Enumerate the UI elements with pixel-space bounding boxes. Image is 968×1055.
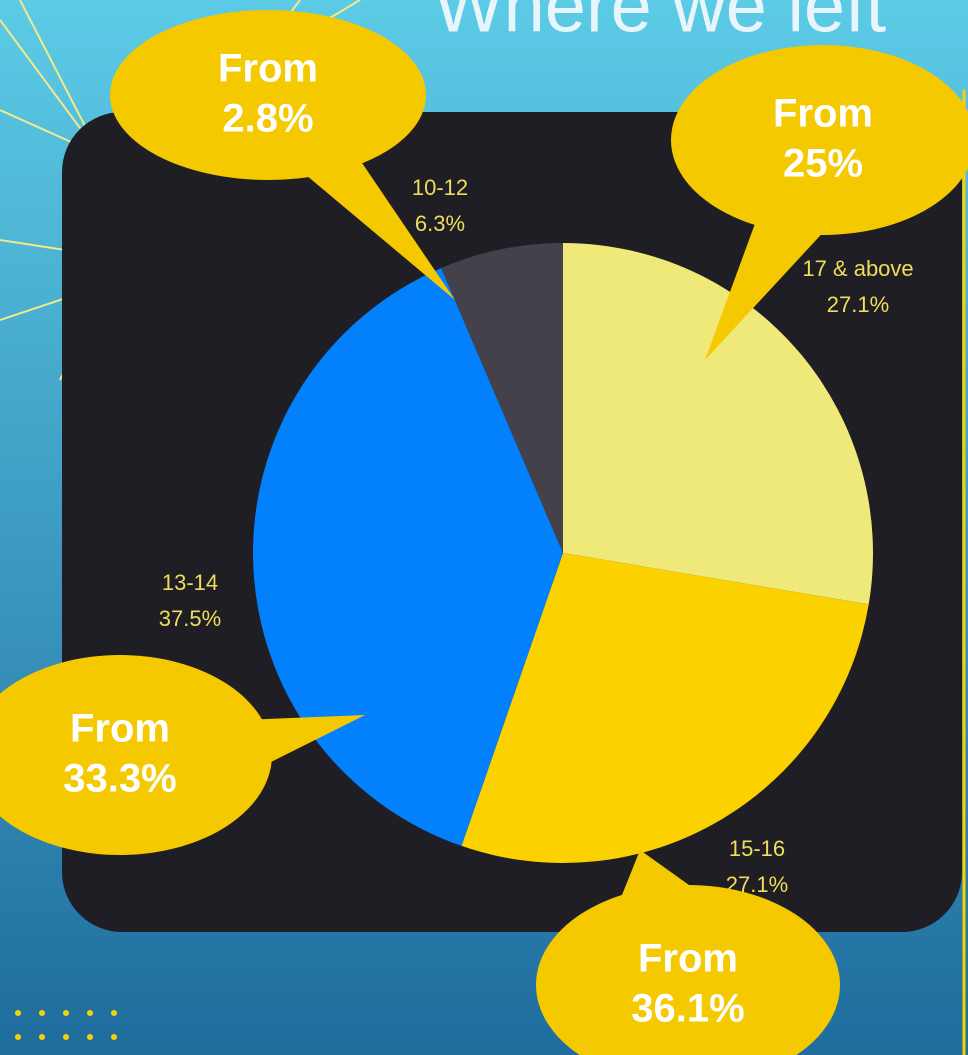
callout-text: 2.8% — [222, 97, 313, 141]
callout — [671, 45, 968, 235]
value-label: 27.1% — [827, 292, 889, 317]
callout-text: 25% — [783, 142, 863, 186]
callout — [110, 10, 426, 180]
slice-label: 17 & above — [802, 256, 913, 281]
callout-text: 33.3% — [63, 757, 176, 801]
callout-text: From — [70, 707, 170, 751]
pie — [253, 243, 873, 863]
dots — [15, 1010, 117, 1040]
pie-slice — [461, 553, 869, 863]
pie-slice — [253, 267, 563, 846]
slice-label: 13-14 — [162, 570, 218, 595]
chart-title: Where we left — [434, 0, 887, 48]
pie-slice — [563, 243, 873, 605]
value-label: 6.3% — [415, 211, 465, 236]
value-label: 37.5% — [159, 606, 221, 631]
callout-tail — [300, 160, 455, 300]
slice-label: 15-16 — [729, 836, 785, 861]
slice-label: 10-12 — [412, 175, 468, 200]
callout-text: From — [218, 47, 318, 91]
callout — [536, 885, 840, 1055]
pie-slice — [441, 243, 563, 553]
annotations: From 25% From 36.1% From 33.3% From 2.8% — [0, 10, 968, 1055]
callout-text: From — [638, 937, 738, 981]
callout-text: From — [773, 92, 873, 136]
callout — [0, 655, 272, 855]
callout-tail — [705, 210, 830, 360]
callout-text: 36.1% — [631, 987, 744, 1031]
